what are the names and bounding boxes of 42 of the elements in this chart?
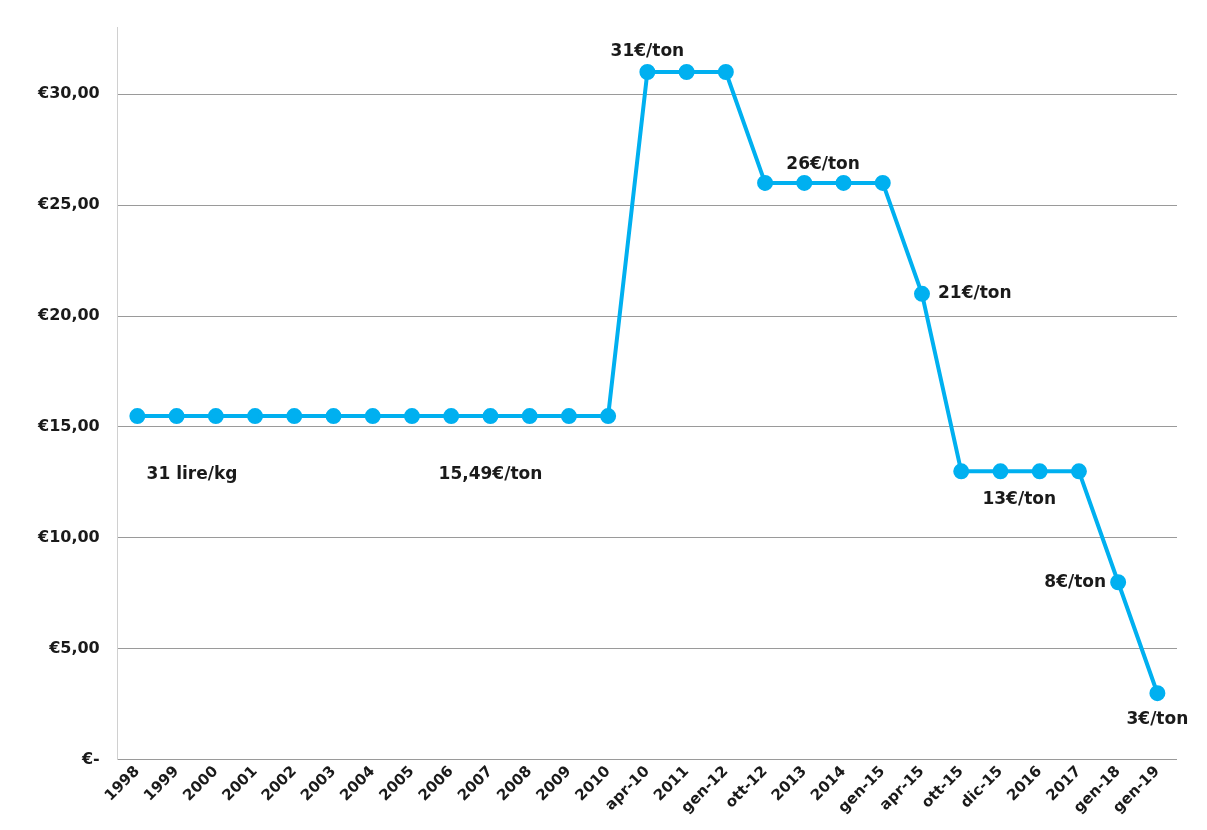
point <box>757 174 774 191</box>
annotation: 8€/ton <box>1044 570 1107 591</box>
point <box>325 408 342 425</box>
annotation: 31€/ton <box>610 40 685 61</box>
y-tick-label: €5,00 <box>48 637 100 657</box>
point <box>403 408 420 425</box>
point <box>207 408 224 425</box>
point <box>992 463 1009 480</box>
annotation: 15,49€/ton <box>438 462 543 483</box>
point <box>639 63 656 80</box>
point <box>874 174 891 191</box>
y-tick-label: €10,00 <box>36 527 100 547</box>
point <box>953 463 970 480</box>
point <box>600 408 617 425</box>
y-tick-label: €25,00 <box>36 194 100 214</box>
point <box>168 408 185 425</box>
point <box>835 174 852 191</box>
point <box>1110 574 1127 591</box>
point <box>717 63 734 80</box>
point <box>1070 463 1087 480</box>
annotation: 21€/ton <box>937 282 1012 303</box>
point <box>129 408 146 425</box>
y-tick-label: €20,00 <box>36 305 100 325</box>
point <box>364 408 381 425</box>
annotation: 31 lire/kg <box>146 462 238 483</box>
point <box>443 408 460 425</box>
annotation: 3€/ton <box>1126 707 1189 728</box>
point <box>286 408 303 425</box>
point <box>1031 463 1048 480</box>
point <box>913 285 930 302</box>
point <box>560 408 577 425</box>
y-tick-label: €- <box>80 748 100 768</box>
point <box>678 63 695 80</box>
point <box>247 408 264 425</box>
annotation: 26€/ton <box>786 153 860 174</box>
point <box>521 408 538 425</box>
point <box>482 408 499 425</box>
y-tick-label: €15,00 <box>36 416 100 436</box>
annotation: 13€/ton <box>982 487 1057 508</box>
point <box>796 174 813 191</box>
y-tick-label: €30,00 <box>36 83 100 103</box>
point <box>1149 685 1166 702</box>
